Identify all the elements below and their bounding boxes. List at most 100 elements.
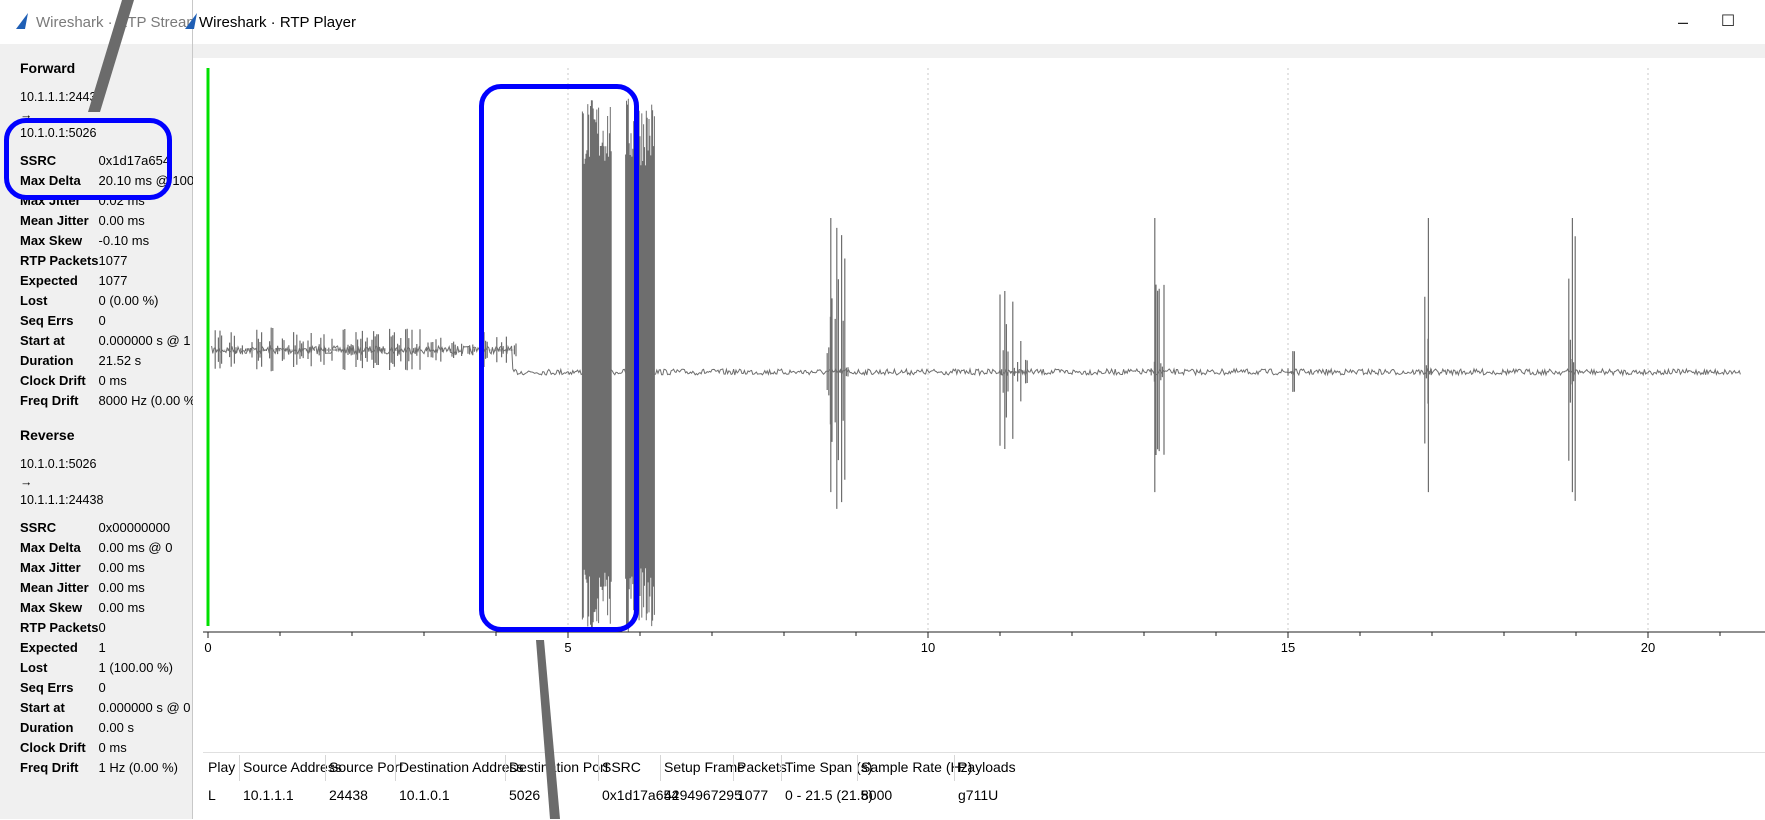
stat-key: Max Delta <box>20 540 81 555</box>
forward-stat-row: Clock Drift 0 ms <box>20 371 201 391</box>
table-cell[interactable]: 5026 <box>509 787 541 803</box>
stat-value: 1 (100.00 %) <box>98 660 173 675</box>
reverse-stat-row: Max Jitter 0.00 ms <box>20 558 191 578</box>
table-cell[interactable]: 8000 <box>861 787 893 803</box>
stat-value: 0 <box>98 313 106 328</box>
rtp-player-window: Wireshark · RTP Player – ☐ 0 5 10 15 20 Play… <box>185 0 1765 820</box>
forward-stat-row: Freq Drift 8000 Hz (0.00 %) <box>20 391 201 411</box>
column-divider[interactable] <box>239 755 240 781</box>
column-divider[interactable] <box>954 755 955 781</box>
x-tick-label: 5 <box>564 640 571 655</box>
column-divider[interactable] <box>395 755 396 781</box>
reverse-stat-row: RTP Packets 0 <box>20 618 191 638</box>
burst-path <box>1424 218 1432 493</box>
table-cell[interactable]: 24438 <box>329 787 368 803</box>
stat-value: 20.10 ms @ 1005 <box>98 173 202 188</box>
stat-value: 0x00000000 <box>98 520 171 535</box>
column-header[interactable]: Destination Address <box>399 759 524 775</box>
burst-path <box>581 100 612 631</box>
table-cell[interactable]: L <box>208 787 216 803</box>
forward-stat-row: Duration 21.52 s <box>20 351 201 371</box>
column-divider[interactable] <box>857 755 858 781</box>
stat-key: Duration <box>20 720 74 735</box>
forward-stat-row: Mean Jitter 0.00 ms <box>20 211 201 231</box>
table-cell[interactable]: g711U <box>958 787 999 803</box>
column-header[interactable]: Source Address <box>243 759 342 775</box>
column-header[interactable]: Time Span (s) <box>785 759 873 775</box>
toolbar-strip <box>193 44 1765 58</box>
highlight-box-stats <box>4 118 172 200</box>
waveform-baseline <box>211 344 1741 377</box>
stat-key: Lost <box>20 293 48 308</box>
table-cell[interactable]: 4294967295 <box>664 787 742 803</box>
table-cell[interactable]: 0x1d17a654 <box>602 787 680 803</box>
column-header[interactable]: Play <box>208 759 236 775</box>
stat-key: Max Jitter <box>20 560 81 575</box>
forward-stat-row: Expected 1077 <box>20 271 201 291</box>
stat-value: -0.10 ms <box>98 233 150 248</box>
column-header[interactable]: Payloads <box>958 759 1016 775</box>
table-cell[interactable]: 0 - 21.5 (21.5) <box>785 787 873 803</box>
reverse-stat-row: SSRC 0x00000000 <box>20 518 191 538</box>
stat-value: 1 <box>98 640 106 655</box>
x-tick-label: 0 <box>204 640 211 655</box>
burst-path <box>1150 218 1165 493</box>
stat-value: 21.52 s <box>98 353 142 368</box>
waveform-plot[interactable]: 0 5 10 15 20 <box>203 60 1765 740</box>
table-cell[interactable]: 1077 <box>737 787 769 803</box>
maximize-button[interactable]: ☐ <box>1720 13 1736 30</box>
reverse-stat-row: Max Delta 0.00 ms @ 0 <box>20 538 191 558</box>
stat-key: Expected <box>20 273 78 288</box>
column-divider[interactable] <box>733 755 734 781</box>
reverse-stat-row: Start at 0.000000 s @ 0 <box>20 698 191 718</box>
column-divider[interactable] <box>781 755 782 781</box>
column-header[interactable]: SSRC <box>602 759 641 775</box>
stat-value: 0.00 ms <box>98 580 145 595</box>
waveform-burst <box>826 218 849 509</box>
waveform-burst <box>1150 218 1165 493</box>
reverse-stat-row: Clock Drift 0 ms <box>20 738 191 758</box>
forward-stat-row: SSRC 0x1d17a654 <box>20 151 201 171</box>
stat-value: 0.00 ms <box>98 560 145 575</box>
stat-value: 0 <box>98 680 106 695</box>
column-header[interactable]: Packets <box>737 759 787 775</box>
x-tick-label: 10 <box>921 640 935 655</box>
column-header[interactable]: Sample Rate (Hz) <box>861 759 973 775</box>
wireshark-fin-icon <box>185 13 197 29</box>
table-cell[interactable]: 10.1.0.1 <box>399 787 450 803</box>
reverse-stat-row: Max Skew 0.00 ms <box>20 598 191 618</box>
stream-table[interactable]: Play Source Address Source Port Destination… <box>203 752 1765 820</box>
forward-stats-panel: Forward 10.1.1.1:24438 → 10.1.0.1:5026 S… <box>20 58 201 778</box>
column-header[interactable]: Destination Port <box>509 759 609 775</box>
column-divider[interactable] <box>660 755 661 781</box>
highlight-box-burst <box>479 84 639 632</box>
player-titlebar[interactable]: Wireshark · RTP Player – ☐ <box>185 0 1765 44</box>
column-divider[interactable] <box>325 755 326 781</box>
stat-key: Max Skew <box>20 233 83 248</box>
column-header[interactable]: Setup Frame <box>664 759 745 775</box>
minimize-button[interactable]: – <box>1677 12 1688 32</box>
forward-stats-table: SSRC 0x1d17a654 Max Delta 20.10 ms @ 1005 Ma… <box>20 151 201 411</box>
stat-key: Max Delta <box>20 173 81 188</box>
column-header[interactable]: Source Port <box>329 759 403 775</box>
waveform-burst <box>581 100 612 631</box>
reverse-stat-row: Lost 1 (100.00 %) <box>20 658 191 678</box>
column-divider[interactable] <box>598 755 599 781</box>
reverse-stats-table: SSRC 0x00000000 Max Delta 0.00 ms @ 0 Max Ji… <box>20 518 191 778</box>
waveform-burst <box>1287 351 1295 392</box>
stat-value: 1 Hz (0.00 %) <box>98 760 179 775</box>
reverse-stat-row: Freq Drift 1 Hz (0.00 %) <box>20 758 191 778</box>
waveform-burst <box>999 291 1028 449</box>
forward-stat-row: Lost 0 (0.00 %) <box>20 291 201 311</box>
stat-value: 1077 <box>98 273 128 288</box>
burst-path <box>1287 351 1295 392</box>
forward-stat-row: RTP Packets 1077 <box>20 251 201 271</box>
stat-key: Seq Errs <box>20 313 74 328</box>
column-divider[interactable] <box>505 755 506 781</box>
forward-header: Forward <box>20 60 76 76</box>
annotation-arrow-top <box>88 0 134 112</box>
stat-value: 0 ms <box>98 740 127 755</box>
table-cell[interactable]: 10.1.1.1 <box>243 787 294 803</box>
waveform-svg: 0 5 10 15 20 <box>203 68 1765 655</box>
stat-key: Mean Jitter <box>20 213 89 228</box>
